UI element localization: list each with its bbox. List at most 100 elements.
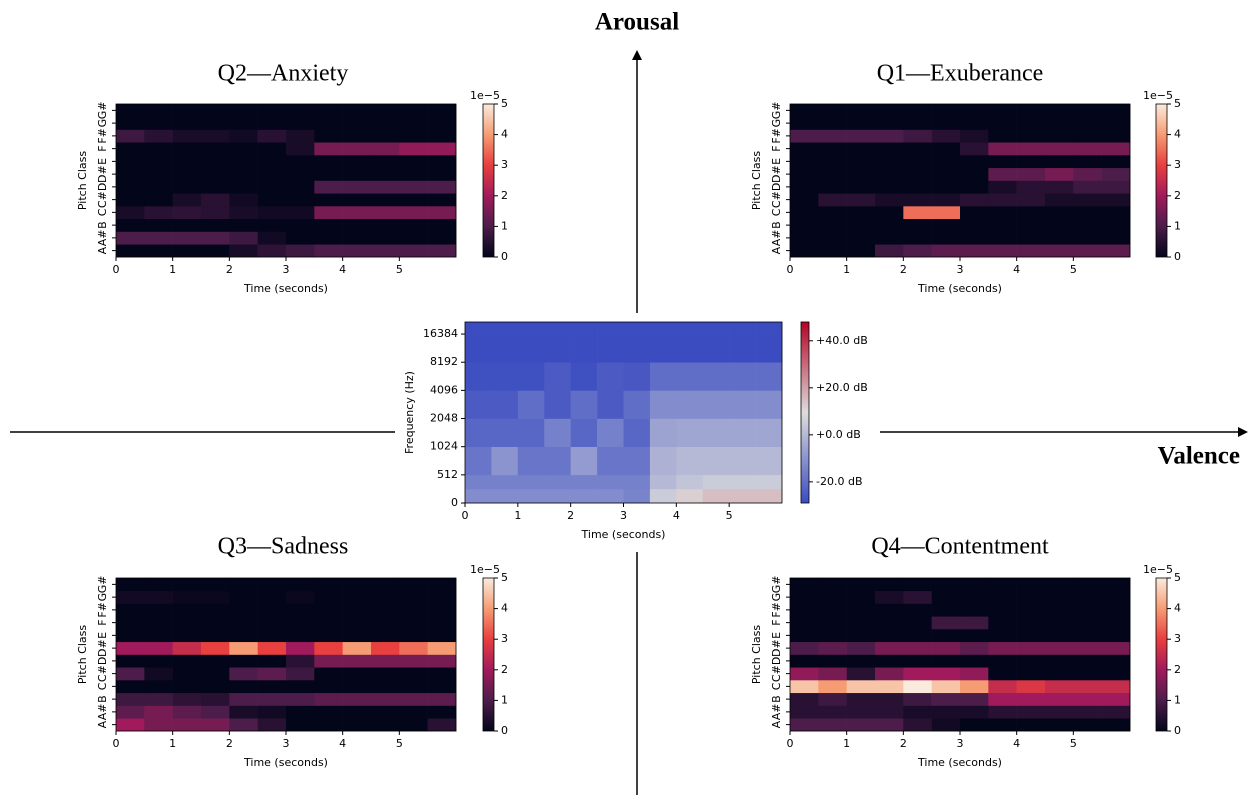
heatmap-cell	[116, 603, 145, 617]
heatmap-cell	[1073, 616, 1102, 630]
heatmap-cell	[790, 180, 819, 194]
heatmap-cell	[342, 116, 372, 130]
heatmap-cell	[116, 167, 145, 181]
heatmap-cell	[960, 629, 989, 643]
heatmap-cell	[846, 155, 876, 169]
heatmap-cell	[116, 718, 145, 732]
heatmap-cell	[257, 142, 287, 156]
heatmap-cell	[931, 603, 961, 617]
heatmap-cell	[371, 641, 400, 655]
x-tick-label: 2	[900, 737, 907, 750]
heatmap-cell	[172, 641, 202, 655]
colorbar-tick-label: 0	[1174, 724, 1181, 737]
heatmap-cell	[116, 244, 145, 258]
heatmap-cell	[286, 218, 315, 232]
heatmap-cell	[286, 616, 315, 630]
heatmap-cell	[1073, 641, 1102, 655]
spectrogram-cell	[702, 446, 730, 476]
heatmap-cell	[903, 206, 932, 220]
heatmap-cell	[875, 244, 904, 258]
heatmap-cell	[1101, 680, 1131, 694]
heatmap-cell	[144, 680, 173, 694]
heatmap-cell	[257, 603, 287, 617]
heatmap-cell	[875, 603, 904, 617]
heatmap-cell	[931, 667, 961, 681]
spectrogram-cell	[623, 446, 651, 476]
heatmap-cell	[790, 193, 819, 207]
heatmap-cell	[314, 218, 343, 232]
heatmap-cell	[988, 654, 1017, 668]
colorbar-tick-label: -20.0 dB	[816, 475, 863, 488]
heatmap-cell	[201, 193, 230, 207]
colorbar-tick-label: 0	[501, 250, 508, 263]
spectrogram-cell	[702, 362, 730, 391]
spectrogram-cell	[544, 390, 571, 419]
heatmap-cell	[286, 629, 315, 643]
x-axis-label: Time (seconds)	[243, 756, 328, 769]
heatmap-cell	[314, 654, 343, 668]
heatmap-cell	[342, 616, 372, 630]
heatmap-cell	[1016, 718, 1046, 732]
y-tick-label: D#	[96, 165, 109, 183]
heatmap-cell	[201, 142, 230, 156]
heatmap-cell	[846, 167, 876, 181]
heatmap-cell	[257, 718, 287, 732]
y-tick-label: G#	[770, 576, 783, 594]
heatmap-cell	[286, 590, 315, 604]
heatmap-cell	[960, 718, 989, 732]
heatmap-cell	[314, 705, 343, 719]
heatmap-cell	[201, 718, 230, 732]
colorbar	[482, 103, 495, 258]
heatmap-cell	[314, 641, 343, 655]
heatmap-cell	[257, 167, 287, 181]
heatmap-cell	[846, 641, 876, 655]
heatmap-cell	[846, 116, 876, 130]
arousal-label: Arousal	[595, 9, 679, 36]
heatmap-cell	[960, 705, 989, 719]
heatmap-cell	[144, 641, 173, 655]
heatmap-cell	[201, 705, 230, 719]
heatmap-cell	[875, 654, 904, 668]
colorbar-tick-label: 4	[1174, 602, 1181, 615]
heatmap-cell	[931, 206, 961, 220]
heatmap-cell	[1101, 193, 1131, 207]
heatmap-cell	[229, 654, 258, 668]
heatmap-cell	[342, 705, 372, 719]
y-tick-label: E	[96, 632, 109, 639]
heatmap-cell	[399, 667, 428, 681]
colorbar-tick-label: 0	[1174, 250, 1181, 263]
heatmap-cell	[427, 104, 457, 118]
y-tick-label: A	[96, 246, 109, 254]
heatmap-cell	[960, 244, 989, 258]
heatmap-cell	[1045, 680, 1074, 694]
heatmap-cell	[960, 104, 989, 118]
heatmap-cell	[1045, 590, 1074, 604]
x-axis-label: Time (seconds)	[581, 528, 666, 541]
heatmap-cell	[1016, 603, 1046, 617]
heatmap-cell	[399, 590, 428, 604]
heatmap-cell	[818, 641, 847, 655]
heatmap-cell	[116, 578, 145, 592]
heatmap-cell	[399, 578, 428, 592]
heatmap-cell	[875, 167, 904, 181]
heatmap-cell	[818, 167, 847, 181]
heatmap-cell	[229, 692, 258, 706]
heatmap-cell	[201, 680, 230, 694]
heatmap-cell	[903, 193, 932, 207]
heatmap-cell	[201, 641, 230, 655]
heatmap-cell	[1073, 231, 1102, 245]
spectrogram-cell	[544, 334, 571, 363]
heatmap-cell	[846, 629, 876, 643]
heatmap-cell	[314, 590, 343, 604]
spectrogram-cell	[570, 418, 598, 447]
heatmap-cell	[1073, 142, 1102, 156]
spectrogram-cell	[465, 474, 492, 490]
heatmap-cell	[229, 167, 258, 181]
heatmap-cell	[818, 590, 847, 604]
heatmap-cell	[1045, 616, 1074, 630]
heatmap-cell	[790, 718, 819, 732]
heatmap-cell	[286, 667, 315, 681]
heatmap-cell	[229, 616, 258, 630]
spectrogram-cell	[755, 322, 783, 335]
heatmap-cell	[427, 231, 457, 245]
